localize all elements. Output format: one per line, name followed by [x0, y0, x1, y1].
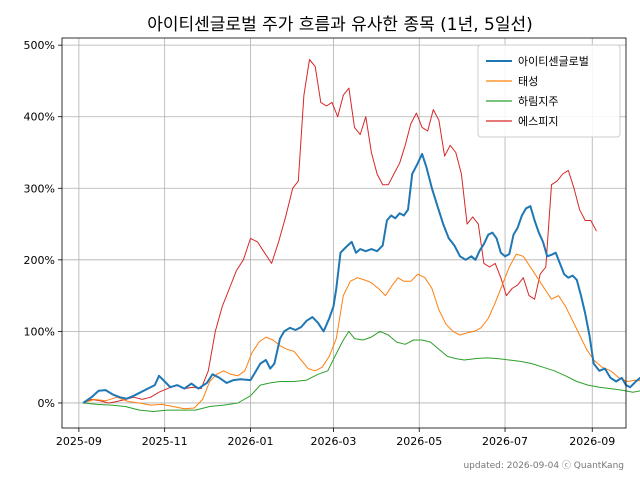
series-layer — [82, 59, 640, 412]
y-tick-label: 400% — [24, 111, 55, 124]
legend-label: 태성 — [518, 75, 538, 88]
grid-layer — [62, 38, 626, 428]
x-tick-label: 2025-11 — [142, 435, 188, 448]
y-tick-label: 0% — [38, 397, 55, 410]
plot-frame — [61, 37, 627, 429]
legend-label: 하림지주 — [518, 94, 558, 108]
y-tick-label: 300% — [24, 182, 55, 195]
legend-label: 에스피지 — [518, 115, 558, 128]
x-tick-label: 2026-07 — [482, 435, 528, 448]
y-tick-label: 200% — [24, 254, 55, 267]
series-line-2 — [83, 330, 640, 412]
axis-layer: 2025-09 2025-11 2026-01 2026-03 2026-05 2026-… — [24, 39, 616, 448]
chart-title: 아이티센글로벌 주가 흐름과 유사한 종목 (1년, 5일선) — [147, 15, 533, 35]
y-tick-label: 500% — [24, 39, 55, 52]
footer-credit: updated: 2026-09-04 ⓒ QuantKang — [463, 460, 624, 471]
x-tick-label: 2026-01 — [227, 435, 273, 448]
x-tick-label: 2026-09 — [569, 435, 615, 448]
x-tick-label: 2025-09 — [56, 435, 102, 448]
series-line-0 — [82, 152, 640, 404]
x-tick-label: 2026-05 — [396, 435, 442, 448]
legend-label: 아이티센글로벌 — [518, 55, 589, 68]
legend-box — [477, 44, 621, 138]
series-line-1 — [82, 253, 640, 410]
x-tick-label: 2026-03 — [310, 435, 356, 448]
y-tick-label: 100% — [24, 325, 55, 338]
